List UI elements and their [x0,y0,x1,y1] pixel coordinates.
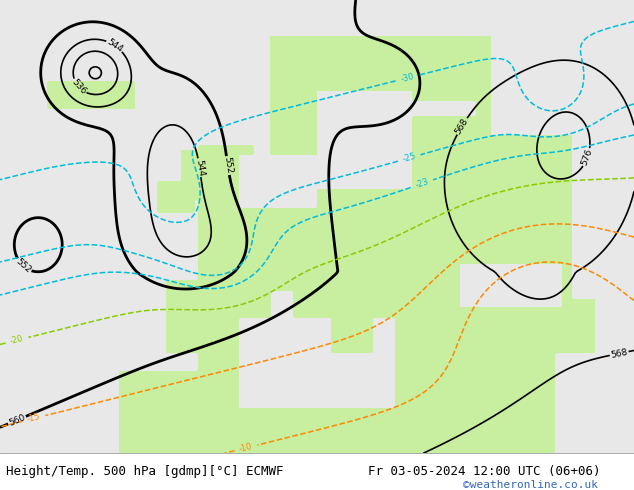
Text: 560: 560 [7,413,27,428]
Text: 536: 536 [70,77,88,97]
Text: 568: 568 [610,347,628,360]
Text: -20: -20 [10,334,25,346]
Text: 552: 552 [222,156,233,175]
Text: 544: 544 [194,159,205,177]
Text: 576: 576 [580,148,595,167]
Text: -10: -10 [238,442,254,454]
Text: Fr 03-05-2024 12:00 UTC (06+06): Fr 03-05-2024 12:00 UTC (06+06) [368,465,600,478]
Text: Height/Temp. 500 hPa [gdmp][°C] ECMWF: Height/Temp. 500 hPa [gdmp][°C] ECMWF [6,465,284,478]
Text: -23: -23 [414,177,430,190]
Text: 568: 568 [454,117,470,136]
Text: -15: -15 [26,413,42,424]
Text: 544: 544 [105,37,124,54]
Text: 552: 552 [14,257,33,275]
Text: ©weatheronline.co.uk: ©weatheronline.co.uk [463,480,598,490]
Text: -25: -25 [401,152,417,164]
Text: -30: -30 [399,72,415,84]
